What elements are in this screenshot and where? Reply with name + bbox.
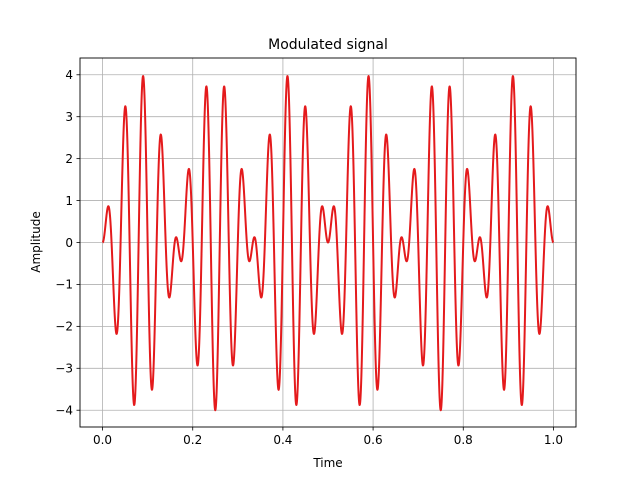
x-tick-label: 0.2	[183, 433, 202, 447]
y-tick-label: −3	[55, 362, 73, 376]
x-tick-label: 1.0	[544, 433, 563, 447]
y-tick-label: 0	[65, 236, 73, 250]
x-tick-label: 0.8	[454, 433, 473, 447]
y-axis-ticks: −4 −3 −2 −1 0 1 2 3 4	[55, 68, 80, 418]
y-tick-label: 1	[65, 194, 73, 208]
y-tick-label: 2	[65, 152, 73, 166]
y-axis-label: Amplitude	[29, 211, 43, 273]
series-line	[101, 75, 555, 412]
y-tick-label: −2	[55, 320, 73, 334]
x-tick-label: 0.6	[364, 433, 383, 447]
x-tick-label: 0.0	[93, 433, 112, 447]
x-axis-ticks: 0.0 0.2 0.4 0.6 0.8 1.0	[93, 427, 563, 447]
y-tick-label: −4	[55, 404, 73, 418]
x-tick-label: 0.4	[273, 433, 292, 447]
plot-area	[101, 75, 555, 412]
y-tick-label: 3	[65, 110, 73, 124]
y-tick-label: 4	[65, 68, 73, 82]
y-tick-label: −1	[55, 278, 73, 292]
x-axis-label: Time	[312, 456, 342, 470]
chart-title: Modulated signal	[268, 37, 388, 53]
